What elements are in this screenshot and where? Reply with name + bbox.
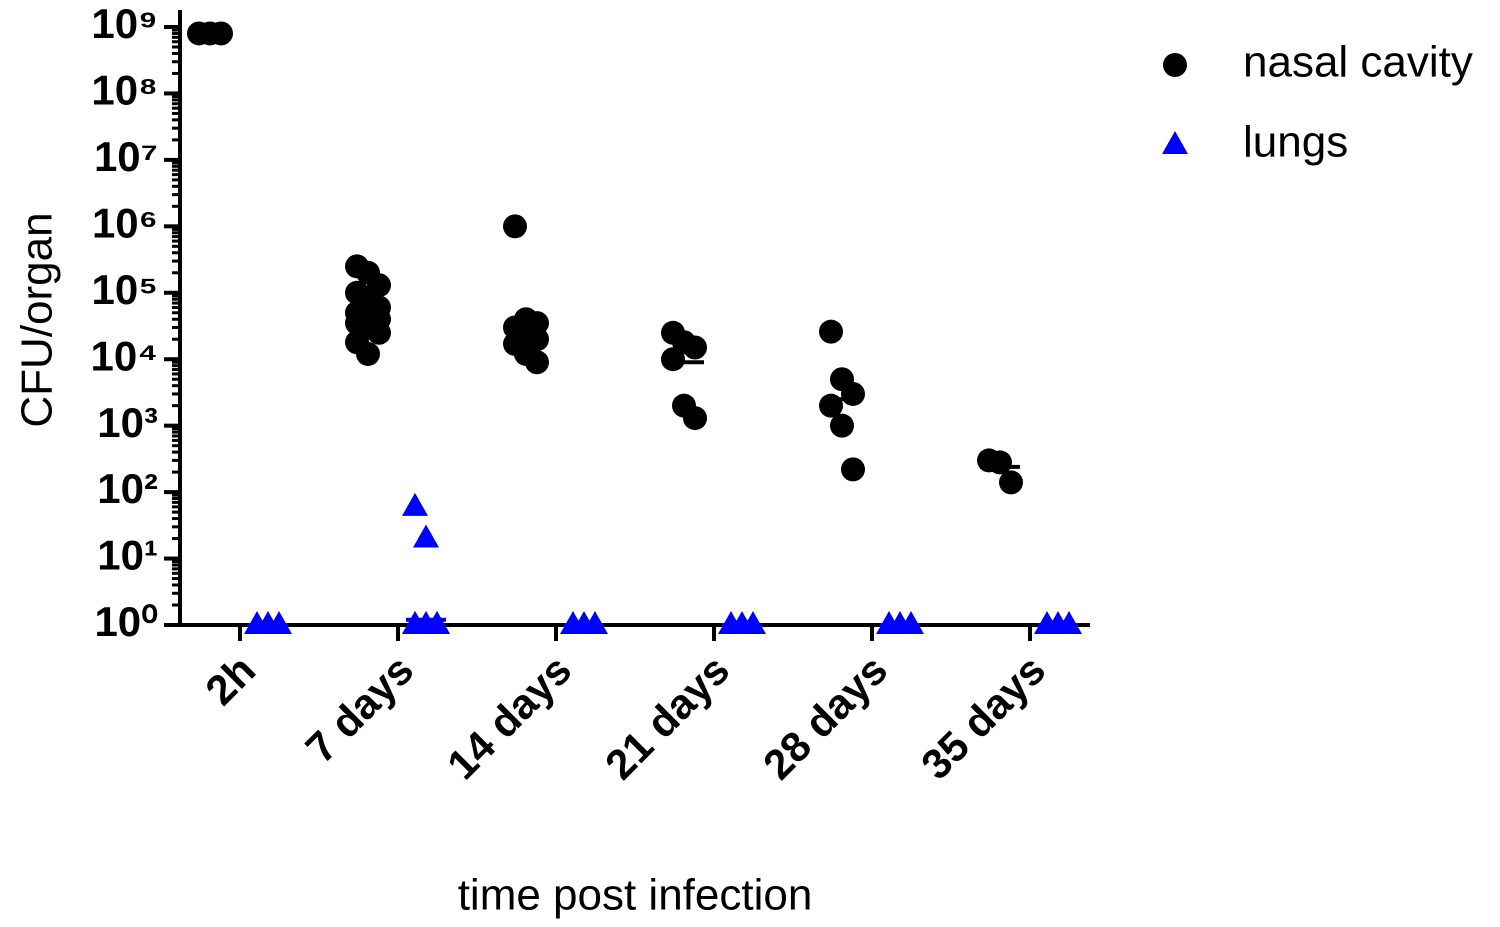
- y-tick-label: 10⁷: [94, 133, 158, 180]
- triangle-point: [266, 611, 292, 634]
- triangle-point: [582, 611, 608, 634]
- legend-label: lungs: [1243, 118, 1348, 167]
- y-tick-label: 10⁸: [91, 67, 158, 114]
- dot-point: [999, 470, 1023, 495]
- dot-point: [830, 413, 854, 438]
- dot-point: [525, 350, 549, 375]
- x-axis-label: time post infection: [458, 871, 813, 920]
- x-tick-label: 21 days: [596, 646, 738, 788]
- dot-point: [819, 319, 843, 344]
- dot-point: [503, 214, 527, 239]
- y-axis-label: CFU/organ: [13, 212, 62, 427]
- dot-point: [1163, 53, 1187, 77]
- y-tick-label: 10³: [97, 399, 158, 446]
- dot-point: [356, 341, 380, 366]
- x-tick-label: 28 days: [754, 646, 896, 788]
- x-tick-label: 2h: [196, 646, 264, 714]
- triangle-point: [413, 611, 439, 634]
- dot-point: [367, 273, 391, 298]
- legend-label: nasal cavity: [1243, 38, 1473, 87]
- dot-point: [683, 335, 707, 360]
- y-tick-label: 10⁶: [92, 199, 158, 246]
- x-tick-label: 14 days: [438, 646, 580, 788]
- dot-point: [367, 320, 391, 345]
- y-tick-label: 10⁵: [92, 266, 158, 313]
- dot-point: [683, 406, 707, 431]
- triangle-point: [898, 611, 924, 634]
- x-tick-label: 7 days: [297, 646, 423, 772]
- triangle-point: [740, 611, 766, 634]
- triangle-point: [402, 492, 428, 516]
- triangle-point: [413, 524, 439, 548]
- y-tick-label: 10¹: [97, 532, 158, 579]
- y-tick-label: 10⁰: [94, 598, 158, 645]
- y-tick-label: 10²: [97, 465, 158, 512]
- y-tick-label: 10⁴: [91, 332, 159, 379]
- y-tick-label: 10⁹: [91, 0, 158, 47]
- dot-point: [841, 457, 865, 482]
- dot-point: [661, 347, 685, 372]
- x-tick-label: 35 days: [912, 646, 1054, 788]
- triangle-point: [1162, 131, 1188, 154]
- dot-point: [841, 381, 865, 406]
- triangle-point: [1056, 611, 1082, 634]
